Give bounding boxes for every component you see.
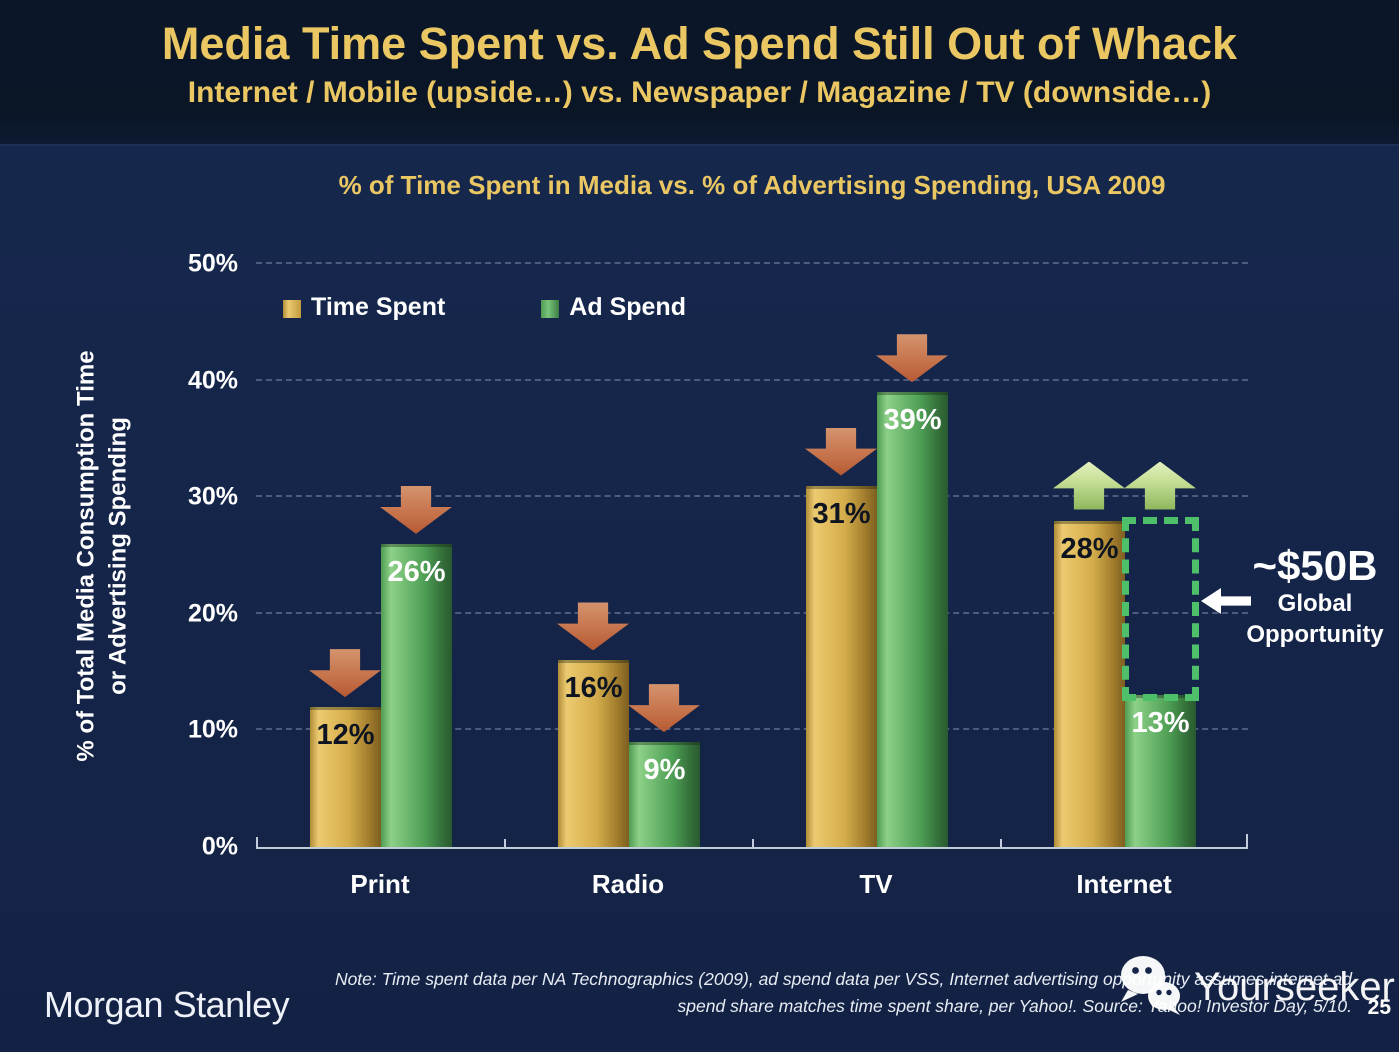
x-axis-tick bbox=[504, 839, 506, 847]
gridline bbox=[256, 728, 1248, 731]
x-axis-tick bbox=[256, 837, 258, 847]
page-number: 25 bbox=[1367, 996, 1391, 1019]
opportunity-gap-box bbox=[1122, 516, 1199, 702]
bar-group-tv: 31% 39% TV bbox=[752, 264, 1000, 899]
opportunity-value: ~$50B bbox=[1252, 542, 1378, 589]
decline-arrow-icon bbox=[628, 684, 700, 733]
bar-value-label: 39% bbox=[883, 404, 942, 437]
bar-group-print: 12% 26% Print bbox=[256, 264, 504, 899]
growth-arrow-icon bbox=[1053, 461, 1125, 510]
bar-value-label: 26% bbox=[387, 555, 446, 588]
source-note-line2: spend share matches time spent share, pe… bbox=[677, 996, 1352, 1017]
opportunity-label-line2: Opportunity bbox=[1246, 621, 1384, 649]
bar-internet-ad-spend: 13% bbox=[1125, 695, 1196, 847]
x-axis-tick bbox=[752, 839, 754, 847]
bar-group-radio: 16% 9% Radio bbox=[504, 264, 752, 899]
bar-value-label: 31% bbox=[812, 497, 871, 530]
morgan-stanley-logo: Morgan Stanley bbox=[44, 984, 290, 1025]
y-tick-label: 0% bbox=[201, 832, 238, 861]
bar-value-label: 16% bbox=[564, 672, 623, 705]
source-note: Note: Time spent data per NA Technograph… bbox=[300, 966, 1352, 1020]
decline-arrow-icon bbox=[309, 649, 381, 698]
bar-internet-time-spent: 28% bbox=[1054, 520, 1125, 847]
legend-label-ad-spend: Ad Spend bbox=[569, 293, 686, 321]
ad-spend-swatch-icon bbox=[541, 299, 560, 318]
watermark: Yourseeker bbox=[1116, 953, 1395, 1022]
y-tick-label: 50% bbox=[187, 249, 238, 278]
y-tick-label: 30% bbox=[187, 482, 238, 511]
slide-subtitle: Internet / Mobile (upside…) vs. Newspape… bbox=[187, 76, 1212, 109]
bar-print-ad-spend: 26% bbox=[381, 543, 452, 847]
decline-arrow-icon bbox=[557, 602, 629, 651]
legend-item-ad-spend: Ad Spend bbox=[541, 293, 686, 322]
category-label: Radio bbox=[591, 869, 665, 899]
bar-radio-time-spent: 16% bbox=[558, 660, 629, 847]
y-axis-ticks: 0% 10% 20% 30% 40% 50% bbox=[148, 250, 238, 861]
bar-radio-ad-spend: 9% bbox=[629, 742, 700, 847]
bar-tv-ad-spend: 39% bbox=[877, 392, 948, 847]
opportunity-annotation: ~$50B Global Opportunity bbox=[1232, 542, 1398, 650]
gridline bbox=[256, 611, 1248, 614]
wechat-icon bbox=[1116, 953, 1192, 1022]
y-tick-label: 20% bbox=[187, 599, 238, 628]
bar-group-internet: 28% 13% Internet bbox=[1000, 264, 1248, 899]
bar-value-label: 12% bbox=[316, 719, 375, 752]
category-label: Internet bbox=[1076, 869, 1172, 899]
decline-arrow-icon bbox=[380, 485, 452, 534]
gridline bbox=[256, 262, 1248, 264]
growth-arrow-icon bbox=[1124, 461, 1196, 510]
watermark-text: Yourseeker bbox=[1194, 965, 1395, 1009]
bar-tv-time-spent: 31% bbox=[806, 485, 877, 847]
category-label: Print bbox=[350, 869, 410, 899]
category-label: TV bbox=[859, 869, 893, 899]
bar-value-label: 13% bbox=[1131, 707, 1190, 740]
legend: Time Spent Ad Spend bbox=[283, 293, 686, 322]
bar-value-label: 9% bbox=[643, 754, 686, 787]
legend-item-time-spent: Time Spent bbox=[283, 293, 445, 322]
chart-title: % of Time Spent in Media vs. % of Advert… bbox=[338, 170, 1166, 200]
bar-value-label: 28% bbox=[1060, 532, 1119, 565]
y-axis-title-line1: % of Total Media Consumption Time bbox=[72, 349, 100, 762]
plot-area: 12% 26% Print 16% 9% Radio 31% 39% TV 28% 13% Inter… bbox=[256, 262, 1248, 899]
legend-label-time-spent: Time Spent bbox=[311, 293, 446, 321]
opportunity-label-line1: Global bbox=[1277, 590, 1353, 618]
time-spent-swatch-icon bbox=[283, 299, 301, 318]
y-tick-label: 40% bbox=[187, 366, 238, 395]
x-axis-tick bbox=[1000, 839, 1002, 847]
bar-print-time-spent: 12% bbox=[310, 707, 381, 847]
y-tick-label: 10% bbox=[187, 715, 238, 744]
slide-title: Media Time Spent vs. Ad Spend Still Out … bbox=[161, 18, 1238, 69]
decline-arrow-icon bbox=[876, 334, 948, 383]
decline-arrow-icon bbox=[805, 427, 877, 476]
source-note-line1: Note: Time spent data per NA Technograph… bbox=[334, 969, 1352, 989]
gridline bbox=[256, 378, 1248, 381]
gridline bbox=[256, 495, 1248, 498]
y-axis-title-line2: or Advertising Spending bbox=[105, 416, 132, 695]
x-axis-tick bbox=[1246, 834, 1248, 847]
header: Media Time Spent vs. Ad Spend Still Out … bbox=[0, 0, 1399, 146]
